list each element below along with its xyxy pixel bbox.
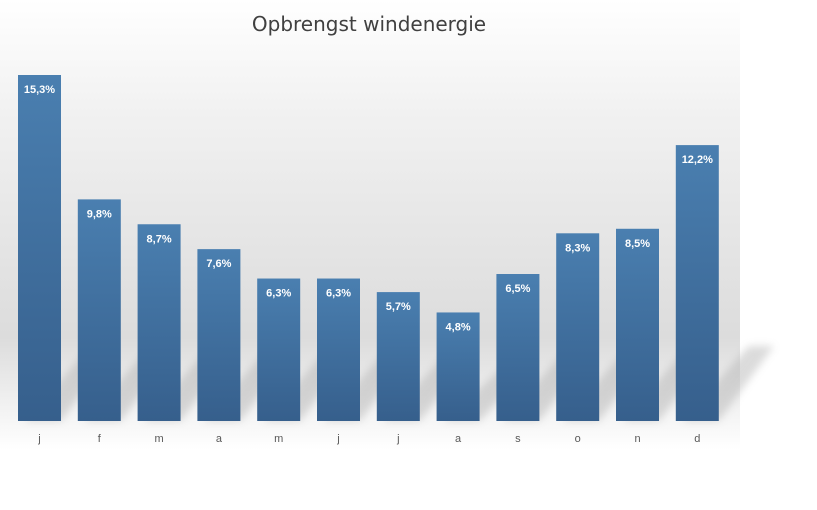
bar <box>137 224 181 421</box>
data-label: 8,5% <box>625 238 650 250</box>
data-label: 8,3% <box>565 242 590 254</box>
bar <box>197 249 241 421</box>
x-tick-label: j <box>37 433 40 445</box>
bar <box>376 292 420 421</box>
bar <box>675 145 719 422</box>
bar <box>496 274 540 421</box>
x-tick-label: n <box>634 433 640 445</box>
bars <box>18 75 719 422</box>
bar <box>18 75 61 421</box>
bar <box>556 233 600 421</box>
data-label: 12,2% <box>682 154 713 166</box>
bar <box>77 199 121 421</box>
data-label: 6,5% <box>505 283 530 295</box>
data-label: 4,8% <box>446 321 471 333</box>
data-labels: 15,3% 9,8% 8,7% 7,6% 6,3% 6,3% 5,7% 4,8% 6,5% 8,3… <box>24 84 713 333</box>
x-tick-label: d <box>694 433 700 445</box>
x-tick-label: a <box>216 433 223 445</box>
x-tick-label: s <box>515 433 521 445</box>
data-label: 6,3% <box>266 288 291 300</box>
bar <box>317 278 360 421</box>
data-label: 6,3% <box>326 288 351 300</box>
bar <box>257 278 301 421</box>
bar <box>436 312 480 421</box>
data-label: 7,6% <box>206 258 231 270</box>
x-tick-label: f <box>98 433 102 445</box>
x-tick-label: a <box>455 433 462 445</box>
x-tick-label: j <box>336 433 339 445</box>
x-tick-label: m <box>274 433 283 445</box>
x-tick-label: o <box>575 433 581 445</box>
x-tick-label: j <box>396 433 399 445</box>
data-label: 5,7% <box>386 301 411 313</box>
data-label: 8,7% <box>147 233 172 245</box>
x-tick-label: m <box>155 433 164 445</box>
data-label: 9,8% <box>87 208 112 220</box>
data-label: 15,3% <box>24 84 55 96</box>
bar <box>616 228 659 421</box>
chart-title: Opbrengst windenergie <box>252 12 486 36</box>
